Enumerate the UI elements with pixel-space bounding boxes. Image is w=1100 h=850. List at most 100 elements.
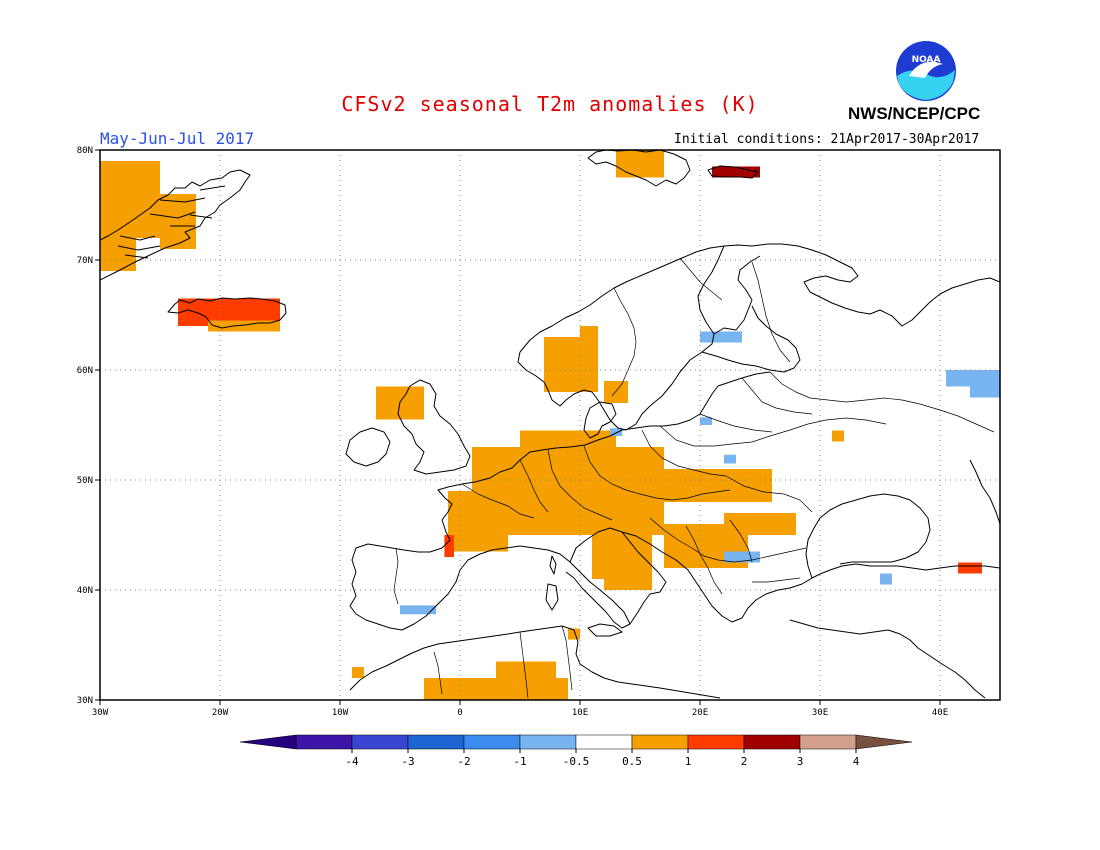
colorbar-label: -1 [513, 755, 526, 768]
anomaly-cell [400, 605, 436, 615]
anomaly-cell [352, 667, 364, 678]
coast-caspian [969, 459, 1000, 525]
coast-iceland [167, 297, 287, 329]
colorbar-label: 2 [741, 755, 748, 768]
coast-sicily [587, 623, 623, 637]
coast-british-isles [397, 379, 471, 475]
logo-wave [897, 70, 955, 100]
coast-ireland [345, 427, 391, 467]
anomaly-cell [700, 331, 742, 343]
anomaly-cell [880, 573, 892, 585]
coast-sweden-east [517, 245, 725, 431]
anomaly-cell [580, 326, 598, 392]
coast-north-africa [349, 625, 721, 699]
anomaly-layer [100, 150, 1000, 700]
anomaly-cell [496, 661, 556, 678]
anomaly-cell [616, 150, 664, 178]
anomaly-cell [604, 579, 652, 590]
anomaly-cell [958, 562, 982, 574]
anomaly-cell [544, 337, 580, 392]
anomaly-cell [724, 454, 736, 464]
coast-black-sea [805, 493, 931, 579]
map-title: CFSv2 seasonal T2m anomalies (K) [341, 92, 759, 116]
anomaly-cell [160, 194, 196, 249]
logo-gull [909, 61, 943, 78]
colorbar-label: -0.5 [563, 755, 590, 768]
initial-conditions-label: Initial conditions: 21Apr2017-30Apr2017 [674, 132, 980, 147]
colorbar-swatch [575, 734, 633, 750]
anomaly-cell [444, 535, 454, 557]
coast-italy-east [569, 527, 667, 625]
anomaly-cell [424, 678, 568, 700]
borders-balkans [649, 517, 807, 595]
colorbar: -4 -3 -2 -1 -0.5 0.5 1 2 3 4 [239, 734, 913, 768]
coast-turkey-south [789, 619, 986, 699]
colorbar-label: -2 [457, 755, 470, 768]
anomaly-cell [568, 628, 580, 640]
coast-scandinavia [519, 243, 1000, 353]
colorbar-swatch [351, 734, 409, 750]
coast-franz-josef [707, 165, 759, 179]
colorbar-under-arrow [239, 734, 297, 750]
lon-tick-label: 10W [332, 708, 349, 718]
colorbar-swatch [463, 734, 521, 750]
lat-tick-label: 70N [77, 256, 93, 266]
borders-east-europe [699, 371, 995, 513]
colorbar-swatch [295, 734, 353, 750]
lat-tick-label: 30N [77, 696, 93, 706]
colorbar-label: 0.5 [622, 755, 642, 768]
coast-balkans [621, 531, 1000, 623]
borders-central-europe [461, 417, 887, 521]
coast-finland [701, 255, 801, 373]
colorbar-swatch [743, 734, 801, 750]
anomaly-cell [712, 166, 760, 178]
anomaly-cell [610, 428, 622, 436]
agency-label: NWS/NCEP/CPC [848, 104, 981, 123]
logo-text: NOAA [912, 55, 941, 65]
anomaly-cell [700, 417, 712, 425]
colorbar-label: -4 [345, 755, 359, 768]
anomaly-cell [724, 513, 796, 535]
anomaly-cell [970, 381, 1000, 398]
anomaly-cell [604, 381, 628, 403]
lon-tick-label: 0 [457, 708, 462, 718]
coast-denmark [583, 401, 617, 439]
gridlines [100, 150, 1000, 700]
lat-tick-label: 80N [77, 146, 93, 156]
colorbar-label: 1 [685, 755, 692, 768]
lat-tick-label: 60N [77, 366, 93, 376]
colorbar-label: -3 [401, 755, 414, 768]
lon-tick-label: 20W [212, 708, 229, 718]
coast-greenland-fjords [117, 185, 226, 259]
map-frame [99, 149, 1001, 701]
colorbar-swatch [519, 734, 577, 750]
lon-tick-label: 30W [92, 708, 109, 718]
country-borders [393, 257, 995, 699]
anomaly-cell [520, 430, 616, 447]
lon-tick-label: 20E [692, 708, 708, 718]
anomaly-cell [592, 535, 652, 579]
anomaly-cell [100, 161, 160, 238]
coast-baltic-south [597, 371, 771, 441]
coast-greenland-east [100, 169, 251, 281]
season-label: May-Jun-Jul 2017 [100, 129, 255, 148]
anomaly-cell [832, 430, 844, 442]
colorbar-swatch [799, 734, 857, 750]
lat-tick-label: 50N [77, 476, 93, 486]
lon-tick-label: 10E [572, 708, 588, 718]
colorbar-swatch [631, 734, 689, 750]
map-plot-area [100, 150, 1000, 700]
anomaly-cell [616, 469, 772, 502]
lon-tick-label: 30E [812, 708, 828, 718]
anomaly-cell [724, 551, 760, 563]
noaa-logo: NOAA [896, 41, 956, 101]
axis-ticks: 80N 70N 60N 50N 40N 30N 30W 20W 10W 0 10E 20E 30E 40E [77, 146, 948, 718]
colorbar-label: 4 [853, 755, 860, 768]
colorbar-swatch [687, 734, 745, 750]
anomaly-cell [100, 238, 136, 271]
coast-corsica-sardinia [545, 555, 559, 611]
anomaly-cell [208, 320, 280, 332]
coastlines [100, 150, 1000, 699]
borders-scandinavia [611, 257, 791, 397]
